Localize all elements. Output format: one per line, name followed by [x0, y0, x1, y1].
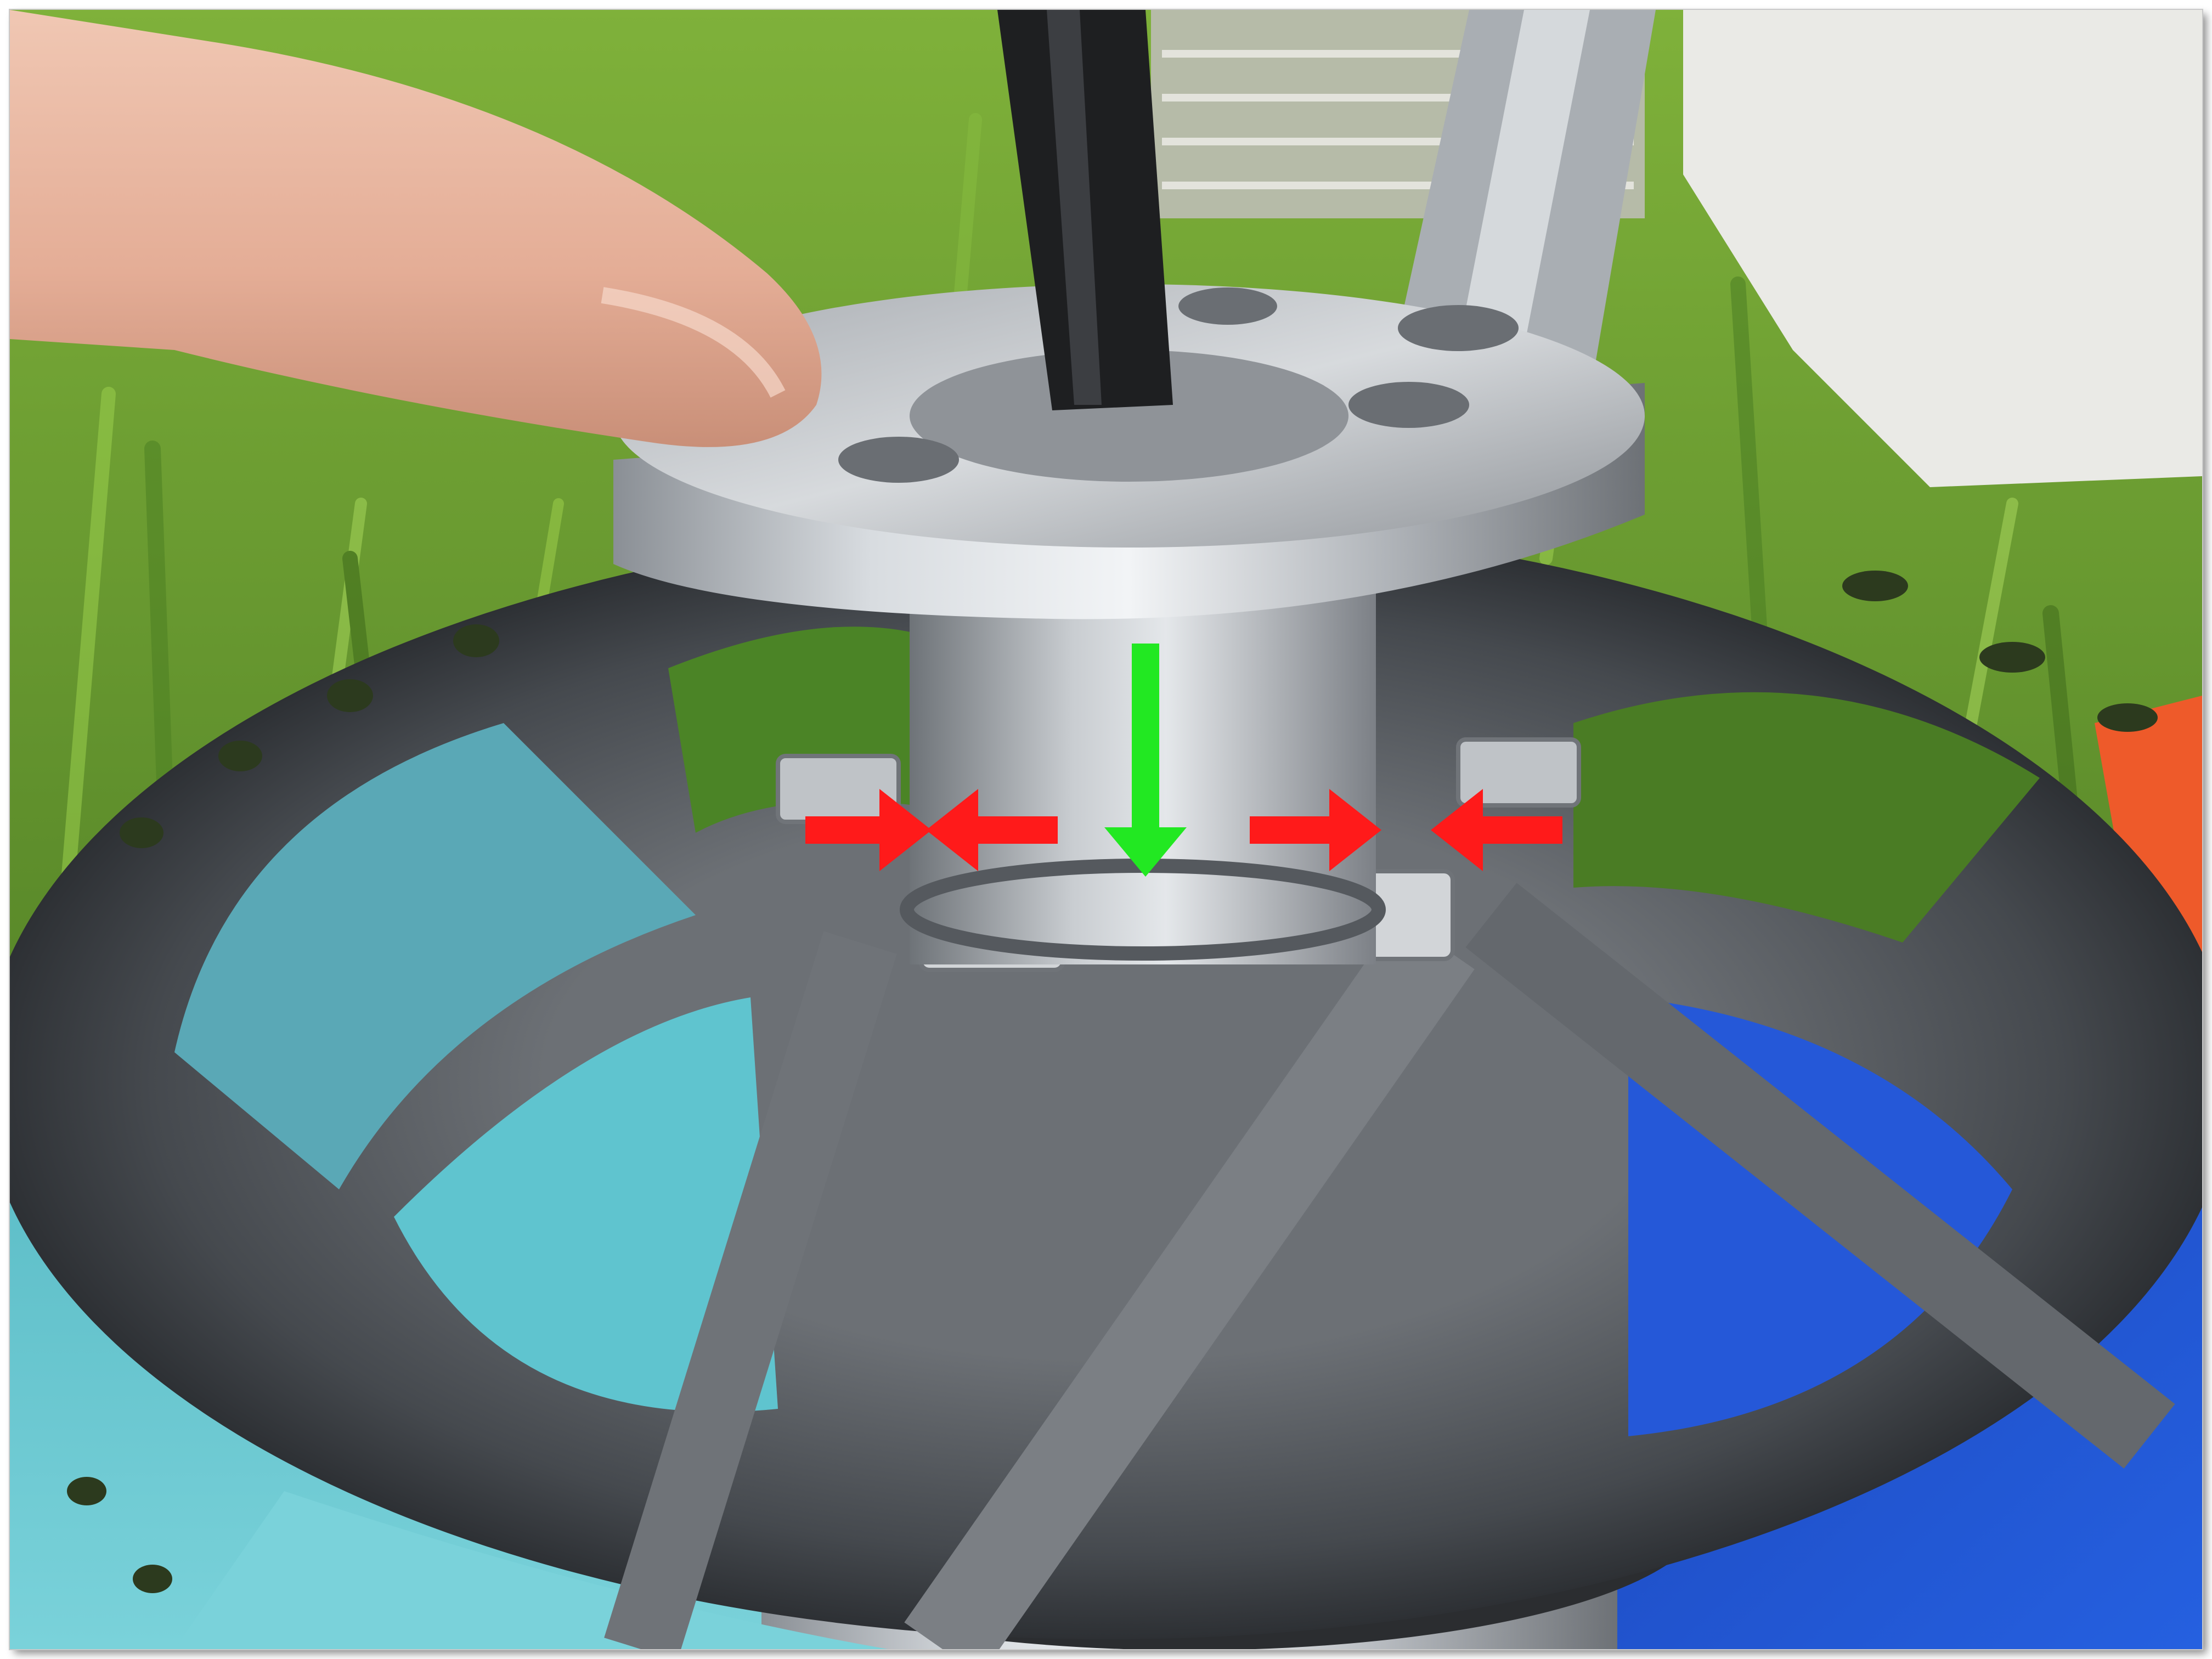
brake-rotor: [10, 520, 2202, 1649]
top-flange: [613, 284, 1645, 619]
red-arrow-1: [805, 789, 932, 871]
red-arrow-3: [1250, 789, 1381, 871]
photo-scene: [10, 10, 2202, 1649]
photo-frame: [10, 10, 2202, 1649]
white-structure: [1683, 10, 2202, 487]
finger: [10, 10, 822, 447]
red-arrow-4: [1431, 789, 1562, 871]
red-arrow-2: [926, 789, 1058, 871]
green-arrow: [1104, 644, 1187, 877]
cable-highlight: [1047, 10, 1102, 405]
